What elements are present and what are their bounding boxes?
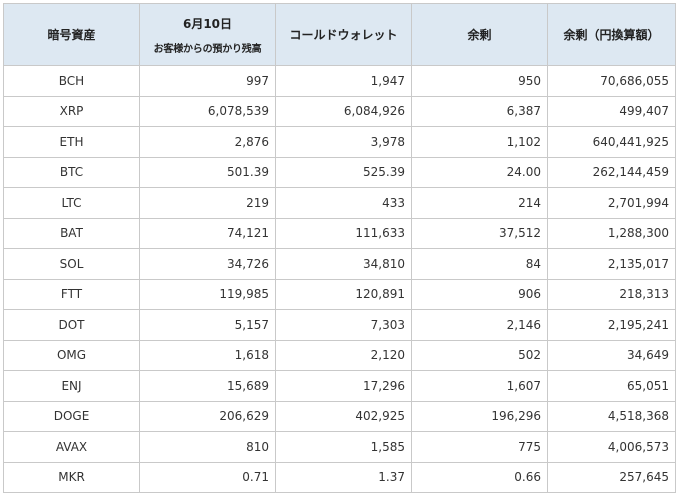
- cell-surplus: 775: [411, 431, 548, 463]
- table-row: BTC 501.39 525.39 24.00 262,144,459: [3, 156, 676, 188]
- cell-surplus-jpy: 262,144,459: [547, 156, 676, 188]
- cell-deposit: 74,121: [139, 217, 276, 249]
- table-row: LTC 219 433 214 2,701,994: [3, 187, 676, 219]
- cell-surplus-jpy: 4,518,368: [547, 400, 676, 432]
- cell-surplus: 950: [411, 65, 548, 97]
- cell-asset: SOL: [3, 248, 140, 280]
- table-row: ENJ 15,689 17,296 1,607 65,051: [3, 370, 676, 402]
- cell-surplus: 214: [411, 187, 548, 219]
- header-date: 6月10日 お客様からの預かり残高: [139, 3, 276, 66]
- cell-surplus-jpy: 640,441,925: [547, 126, 676, 158]
- cell-deposit: 219: [139, 187, 276, 219]
- cell-surplus: 24.00: [411, 156, 548, 188]
- table-row: OMG 1,618 2,120 502 34,649: [3, 339, 676, 371]
- header-date-sub: お客様からの預かり残高: [153, 43, 262, 55]
- table-header: 暗号資産 6月10日 お客様からの預かり残高 コールドウォレット 余剰 余剰（円…: [3, 3, 676, 66]
- cell-asset: ENJ: [3, 370, 140, 402]
- cell-cold-wallet: 7,303: [275, 309, 412, 341]
- cell-asset: AVAX: [3, 431, 140, 463]
- cell-deposit: 810: [139, 431, 276, 463]
- cell-cold-wallet: 6,084,926: [275, 95, 412, 127]
- table-row: ETH 2,876 3,978 1,102 640,441,925: [3, 126, 676, 158]
- cell-surplus: 906: [411, 278, 548, 310]
- cell-surplus-jpy: 257,645: [547, 461, 676, 493]
- table-row: BCH 997 1,947 950 70,686,055: [3, 65, 676, 97]
- table-row: SOL 34,726 34,810 84 2,135,017: [3, 248, 676, 280]
- header-surplus-jpy: 余剰（円換算額）: [547, 3, 676, 66]
- cell-asset: MKR: [3, 461, 140, 493]
- table-row: AVAX 810 1,585 775 4,006,573: [3, 431, 676, 463]
- cell-cold-wallet: 525.39: [275, 156, 412, 188]
- cell-cold-wallet: 34,810: [275, 248, 412, 280]
- cell-asset: OMG: [3, 339, 140, 371]
- cell-surplus-jpy: 1,288,300: [547, 217, 676, 249]
- cell-surplus: 0.66: [411, 461, 548, 493]
- cell-asset: BAT: [3, 217, 140, 249]
- cell-deposit: 34,726: [139, 248, 276, 280]
- header-row: 暗号資産 6月10日 お客様からの預かり残高 コールドウォレット 余剰 余剰（円…: [3, 3, 676, 66]
- cell-deposit: 1,618: [139, 339, 276, 371]
- cell-surplus: 1,607: [411, 370, 548, 402]
- cell-deposit: 15,689: [139, 370, 276, 402]
- cell-surplus: 1,102: [411, 126, 548, 158]
- cell-surplus-jpy: 2,195,241: [547, 309, 676, 341]
- cell-cold-wallet: 2,120: [275, 339, 412, 371]
- cell-surplus-jpy: 2,135,017: [547, 248, 676, 280]
- cell-surplus-jpy: 218,313: [547, 278, 676, 310]
- cell-asset: BTC: [3, 156, 140, 188]
- cell-deposit: 0.71: [139, 461, 276, 493]
- cell-surplus-jpy: 65,051: [547, 370, 676, 402]
- cell-surplus-jpy: 2,701,994: [547, 187, 676, 219]
- cell-asset: DOGE: [3, 400, 140, 432]
- cell-cold-wallet: 1,947: [275, 65, 412, 97]
- table-body: BCH 997 1,947 950 70,686,055 XRP 6,078,539 6,08…: [3, 65, 676, 493]
- table-row: BAT 74,121 111,633 37,512 1,288,300: [3, 217, 676, 249]
- cell-asset: FTT: [3, 278, 140, 310]
- header-date-label: 6月10日: [182, 16, 233, 31]
- cell-surplus: 37,512: [411, 217, 548, 249]
- cell-cold-wallet: 111,633: [275, 217, 412, 249]
- holdings-table-container: 暗号資産 6月10日 お客様からの預かり残高 コールドウォレット 余剰 余剰（円…: [3, 3, 676, 493]
- table-row: XRP 6,078,539 6,084,926 6,387 499,407: [3, 95, 676, 127]
- cell-cold-wallet: 3,978: [275, 126, 412, 158]
- header-asset: 暗号資産: [3, 3, 140, 66]
- header-surplus: 余剰: [411, 3, 548, 66]
- cell-cold-wallet: 1.37: [275, 461, 412, 493]
- cell-asset: ETH: [3, 126, 140, 158]
- cell-asset: BCH: [3, 65, 140, 97]
- table-row: DOT 5,157 7,303 2,146 2,195,241: [3, 309, 676, 341]
- cell-cold-wallet: 120,891: [275, 278, 412, 310]
- cell-asset: XRP: [3, 95, 140, 127]
- cell-deposit: 206,629: [139, 400, 276, 432]
- cell-asset: DOT: [3, 309, 140, 341]
- cell-surplus-jpy: 70,686,055: [547, 65, 676, 97]
- cell-cold-wallet: 433: [275, 187, 412, 219]
- cell-cold-wallet: 402,925: [275, 400, 412, 432]
- cell-deposit: 6,078,539: [139, 95, 276, 127]
- cell-surplus-jpy: 4,006,573: [547, 431, 676, 463]
- cell-surplus: 502: [411, 339, 548, 371]
- cell-surplus-jpy: 34,649: [547, 339, 676, 371]
- table-row: MKR 0.71 1.37 0.66 257,645: [3, 461, 676, 493]
- cell-asset: LTC: [3, 187, 140, 219]
- cell-deposit: 5,157: [139, 309, 276, 341]
- cell-surplus: 84: [411, 248, 548, 280]
- cell-deposit: 501.39: [139, 156, 276, 188]
- table-row: FTT 119,985 120,891 906 218,313: [3, 278, 676, 310]
- holdings-table: 暗号資産 6月10日 お客様からの預かり残高 コールドウォレット 余剰 余剰（円…: [3, 3, 676, 493]
- cell-surplus: 6,387: [411, 95, 548, 127]
- cell-surplus: 2,146: [411, 309, 548, 341]
- cell-deposit: 997: [139, 65, 276, 97]
- cell-surplus-jpy: 499,407: [547, 95, 676, 127]
- cell-surplus: 196,296: [411, 400, 548, 432]
- header-cold-wallet: コールドウォレット: [275, 3, 412, 66]
- cell-deposit: 2,876: [139, 126, 276, 158]
- cell-deposit: 119,985: [139, 278, 276, 310]
- cell-cold-wallet: 17,296: [275, 370, 412, 402]
- table-row: DOGE 206,629 402,925 196,296 4,518,368: [3, 400, 676, 432]
- cell-cold-wallet: 1,585: [275, 431, 412, 463]
